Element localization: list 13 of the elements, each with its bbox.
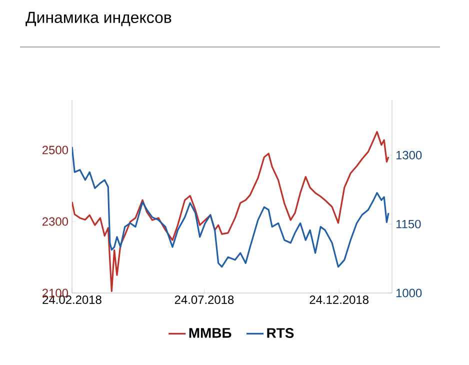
legend-label: RTS <box>267 328 294 338</box>
y-tick-label: 2500 <box>42 146 68 154</box>
y2-tick-label: 1000 <box>396 288 422 298</box>
y-tick-label: 2100 <box>42 288 68 298</box>
x-tick-label: 24.02.2018 <box>42 296 102 304</box>
chart-title: Динамика индексов <box>26 12 172 26</box>
line-series <box>72 146 390 268</box>
y2-tick-label: 1300 <box>396 150 422 160</box>
y2-tick-label: 1150 <box>396 220 421 228</box>
y-tick-label: 2300 <box>42 217 68 226</box>
x-tick-label: 24.07.2018 <box>174 296 234 304</box>
x-tick-label: 24.12.2018 <box>310 296 368 304</box>
legend-label: ММВБ <box>189 328 232 338</box>
